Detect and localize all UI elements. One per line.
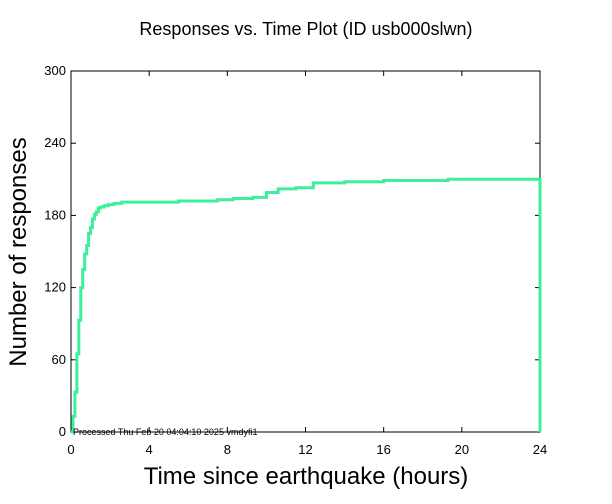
x-tick-label: 8 bbox=[224, 442, 231, 457]
chart-title: Responses vs. Time Plot (ID usb000slwn) bbox=[139, 19, 472, 39]
x-tick-label: 24 bbox=[533, 442, 547, 457]
y-tick-label: 300 bbox=[44, 63, 66, 78]
x-axis-ticks: 0 4 8 12 16 20 24 bbox=[67, 71, 547, 457]
y-axis-label: Number of responses bbox=[5, 137, 32, 366]
plot-frame bbox=[70, 70, 541, 433]
series-line-responses bbox=[71, 177, 542, 434]
y-tick-label: 60 bbox=[52, 352, 66, 367]
x-tick-label: 12 bbox=[298, 442, 312, 457]
y-tick-label: 120 bbox=[44, 280, 66, 295]
y-tick-label: 180 bbox=[44, 207, 66, 222]
x-axis-label: Time since earthquake (hours) bbox=[144, 463, 469, 490]
y-tick-label: 240 bbox=[44, 135, 66, 150]
y-axis-ticks: 0 60 120 180 240 300 bbox=[44, 63, 540, 439]
x-tick-label: 16 bbox=[376, 442, 390, 457]
processed-note: Processed Thu Feb 20 04:04:10 2025 vmdyf… bbox=[73, 427, 257, 437]
y-tick-label: 0 bbox=[59, 424, 66, 439]
x-tick-label: 20 bbox=[455, 442, 469, 457]
x-tick-label: 4 bbox=[146, 442, 153, 457]
x-tick-label: 0 bbox=[67, 442, 74, 457]
